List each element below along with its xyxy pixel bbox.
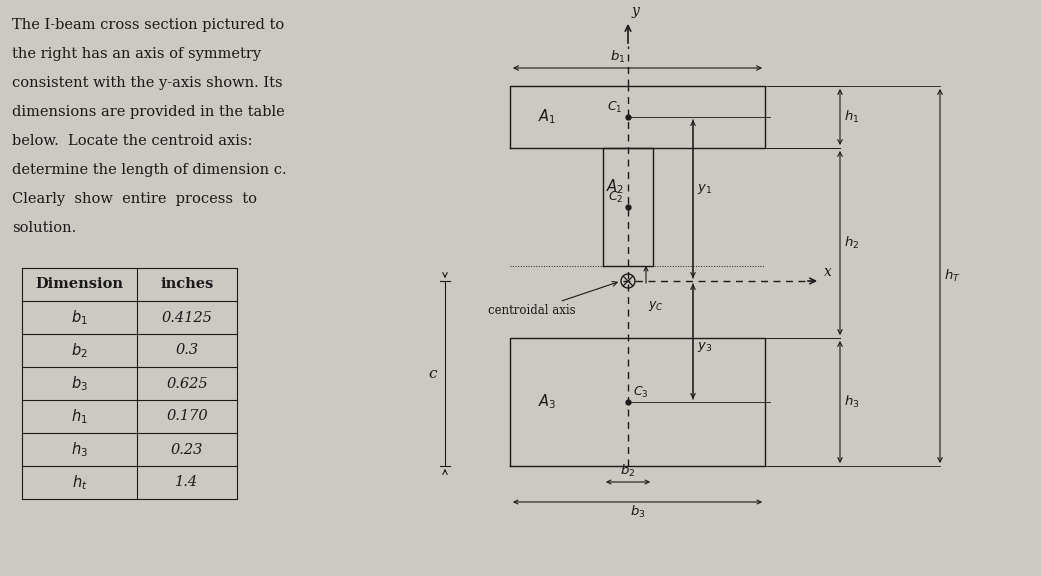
Text: $b_1$: $b_1$ [610, 49, 626, 65]
Text: 0.625: 0.625 [167, 377, 208, 391]
Text: $h_T$: $h_T$ [944, 268, 961, 284]
Text: The I-beam cross section pictured to: The I-beam cross section pictured to [12, 18, 284, 32]
Text: x: x [824, 265, 832, 279]
Text: determine the length of dimension c.: determine the length of dimension c. [12, 163, 286, 177]
Text: 0.170: 0.170 [167, 410, 208, 423]
Text: $y_1$: $y_1$ [697, 182, 712, 196]
Text: $A_3$: $A_3$ [538, 393, 556, 411]
Text: $b_2$: $b_2$ [620, 463, 636, 479]
Text: $C_2$: $C_2$ [608, 190, 623, 205]
Text: $b_2$: $b_2$ [71, 341, 87, 360]
Text: $b_3$: $b_3$ [630, 504, 645, 520]
Text: the right has an axis of symmetry: the right has an axis of symmetry [12, 47, 261, 61]
Text: 0.3: 0.3 [176, 343, 199, 358]
Text: inches: inches [160, 278, 213, 291]
Text: 0.23: 0.23 [171, 442, 203, 457]
Text: $h_1$: $h_1$ [844, 109, 860, 125]
Text: 0.4125: 0.4125 [161, 310, 212, 324]
Text: $A_2$: $A_2$ [606, 177, 625, 196]
Text: centroidal axis: centroidal axis [488, 282, 617, 317]
Text: dimensions are provided in the table: dimensions are provided in the table [12, 105, 285, 119]
Text: $b_3$: $b_3$ [71, 374, 87, 393]
Text: y: y [632, 4, 640, 18]
Text: $y_C$: $y_C$ [648, 299, 664, 313]
Text: $h_1$: $h_1$ [71, 407, 87, 426]
Text: Clearly  show  entire  process  to: Clearly show entire process to [12, 192, 257, 206]
Text: $b_1$: $b_1$ [71, 308, 87, 327]
Text: $h_t$: $h_t$ [72, 473, 87, 492]
Text: 1.4: 1.4 [176, 476, 199, 490]
Text: c: c [429, 366, 437, 381]
Text: $y_3$: $y_3$ [697, 339, 712, 354]
Text: $h_3$: $h_3$ [71, 440, 87, 459]
Text: $C_3$: $C_3$ [633, 385, 649, 400]
Text: solution.: solution. [12, 221, 76, 235]
Text: $h_2$: $h_2$ [844, 235, 859, 251]
Text: below.  Locate the centroid axis:: below. Locate the centroid axis: [12, 134, 253, 148]
Text: $A_1$: $A_1$ [538, 108, 556, 126]
Text: $h_3$: $h_3$ [844, 394, 860, 410]
Text: $C_1$: $C_1$ [607, 100, 623, 115]
Text: Dimension: Dimension [35, 278, 124, 291]
Text: consistent with the y-axis shown. Its: consistent with the y-axis shown. Its [12, 76, 282, 90]
